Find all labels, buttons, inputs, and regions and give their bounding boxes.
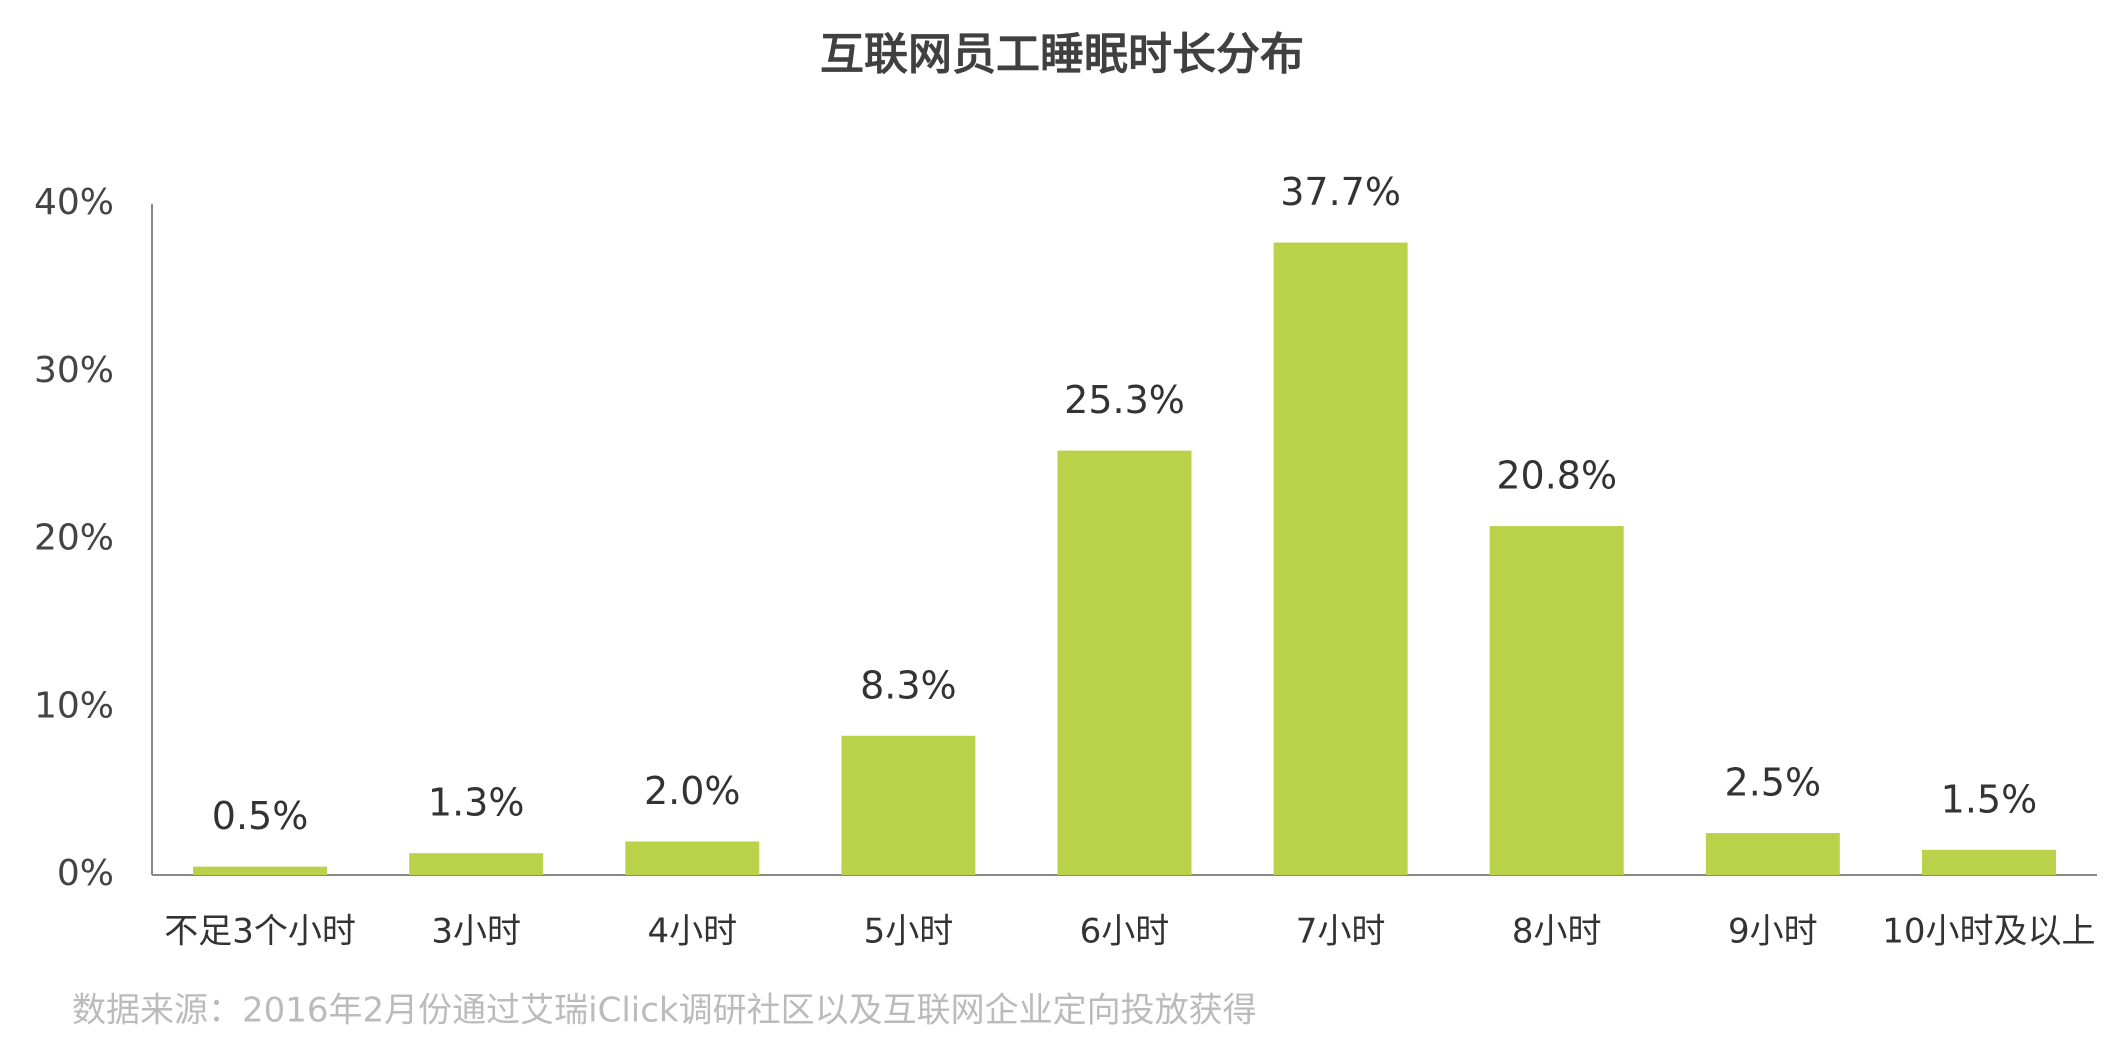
value-label: 0.5%	[212, 794, 309, 838]
y-tick-label: 0%	[57, 853, 114, 894]
bar	[1273, 242, 1408, 875]
x-tick-label: 5小时	[864, 912, 954, 952]
value-label: 2.5%	[1725, 761, 1822, 805]
bar	[409, 853, 544, 875]
x-tick-label: 8小时	[1512, 912, 1602, 952]
bar	[1705, 833, 1840, 875]
x-tick-label: 不足3个小时	[164, 912, 356, 952]
y-tick-label: 40%	[34, 182, 114, 223]
x-tick-label: 6小时	[1080, 912, 1170, 952]
value-label: 8.3%	[860, 663, 957, 707]
value-label: 25.3%	[1064, 378, 1185, 422]
value-label: 1.5%	[1941, 777, 2038, 821]
source-note: 数据来源：2016年2月份通过艾瑞iClick调研社区以及互联网企业定向投放获得	[72, 991, 1257, 1031]
y-tick-label: 10%	[34, 685, 114, 726]
value-label: 37.7%	[1280, 170, 1401, 214]
x-tick-label: 9小时	[1728, 912, 1818, 952]
bar	[1489, 526, 1624, 875]
x-tick-label: 7小时	[1296, 912, 1386, 952]
x-tick-label: 4小时	[647, 912, 737, 952]
y-tick-label: 30%	[34, 350, 114, 391]
y-tick-label: 20%	[34, 518, 114, 559]
value-label: 2.0%	[644, 769, 741, 813]
bar	[193, 866, 328, 875]
bar	[1921, 849, 2056, 875]
value-label: 1.3%	[428, 781, 525, 825]
bar	[625, 841, 760, 875]
x-tick-label: 10小时及以上	[1882, 912, 2095, 952]
value-label: 20.8%	[1496, 454, 1617, 498]
bar	[841, 735, 976, 875]
chart-title: 互联网员工睡眠时长分布	[820, 29, 1304, 80]
x-tick-label: 3小时	[431, 912, 521, 952]
bar	[1057, 450, 1192, 875]
